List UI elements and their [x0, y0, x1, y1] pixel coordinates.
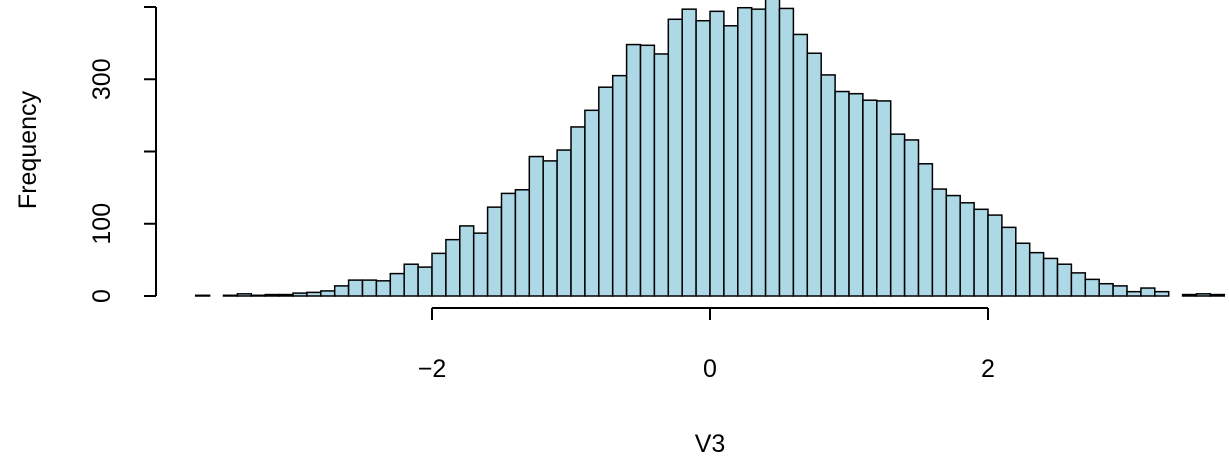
x-axis: −2 0 2: [418, 307, 995, 383]
histogram-bar: [389, 272, 405, 297]
histogram-bar: [556, 149, 572, 297]
y-tick-label: 300: [88, 58, 116, 100]
histogram-bar: [194, 294, 211, 297]
histogram-bar: [1154, 290, 1170, 297]
histogram-bar: [848, 92, 864, 297]
histogram-bar: [611, 74, 628, 297]
histogram-bar: [695, 19, 711, 297]
histogram-bar: [653, 53, 670, 297]
histogram-bar: [320, 290, 336, 297]
histogram-bar: [1028, 251, 1045, 297]
x-tick-label: 0: [703, 355, 717, 383]
histogram-bar: [1015, 242, 1031, 297]
histogram-bar: [431, 252, 447, 297]
y-axis: 0 100 300: [88, 6, 157, 303]
histogram-bar: [292, 292, 308, 297]
histogram-bar: [1084, 278, 1100, 297]
histogram-bar: [1070, 272, 1087, 297]
histogram-bar: [347, 279, 364, 297]
y-tick-label: 0: [88, 289, 116, 303]
histogram-bar: [1098, 282, 1114, 297]
x-tick-label: −2: [418, 355, 447, 383]
histogram-bar: [598, 86, 614, 297]
x-axis-label: V3: [695, 430, 726, 458]
histogram-bar: [889, 133, 906, 297]
histogram-bar: [667, 18, 683, 297]
histogram-bar: [639, 44, 656, 297]
histogram-bar: [375, 280, 392, 297]
histogram-bar: [306, 291, 322, 297]
histogram-bar: [333, 285, 350, 297]
histogram-bar: [959, 202, 975, 297]
histogram-bar: [472, 232, 489, 297]
histogram-bar: [723, 25, 739, 297]
histogram-bar: [792, 33, 809, 297]
y-axis-label: Frequency: [14, 90, 42, 209]
histogram-bar: [528, 155, 544, 297]
y-tick-label: 100: [88, 203, 116, 245]
histogram-bar: [973, 208, 989, 297]
histogram-bar: [1140, 287, 1156, 297]
histogram-bars: [194, 0, 1226, 297]
histogram-bar: [806, 52, 822, 297]
histogram-bar: [903, 139, 920, 297]
histogram-bar: [1042, 257, 1059, 297]
histogram-bar: [945, 194, 961, 297]
histogram-bar: [820, 74, 836, 297]
histogram-bar: [361, 279, 378, 297]
histogram-bar: [862, 99, 878, 297]
histogram-bar: [514, 189, 531, 297]
histogram-bar: [584, 109, 600, 297]
histogram-bar: [931, 188, 948, 297]
histogram-bar: [681, 8, 697, 297]
histogram-bar: [1195, 293, 1212, 297]
histogram-bar: [1181, 293, 1198, 297]
histogram-bar: [445, 238, 461, 297]
histogram-bar: [222, 294, 239, 297]
histogram-bar: [1126, 290, 1142, 297]
histogram-bar: [1001, 226, 1017, 297]
histogram-bar: [264, 293, 280, 297]
histogram-bar: [459, 225, 475, 297]
histogram-bar: [625, 43, 642, 297]
histogram-bar: [1056, 263, 1073, 297]
histogram-bar: [278, 293, 294, 297]
x-tick-label: 2: [981, 355, 995, 383]
histogram-bar: [403, 263, 419, 297]
histogram-bar: [250, 294, 266, 297]
histogram-bar: [417, 266, 433, 297]
histogram-bar: [750, 8, 767, 297]
histogram-bar: [778, 7, 795, 297]
histogram-bar: [917, 163, 934, 297]
histogram-bar: [987, 214, 1003, 297]
histogram-bar: [486, 206, 503, 297]
histogram-bar: [570, 126, 586, 297]
histogram-bar: [737, 6, 753, 297]
histogram-bar: [709, 10, 725, 297]
histogram-bar: [542, 160, 558, 297]
histogram-bar: [1209, 293, 1226, 297]
histogram-bar: [236, 293, 253, 297]
histogram-bar: [834, 90, 850, 297]
histogram-bar: [764, 0, 781, 297]
histogram-bar: [1112, 285, 1128, 297]
histogram-bar: [876, 100, 892, 297]
histogram-bar: [500, 192, 517, 297]
